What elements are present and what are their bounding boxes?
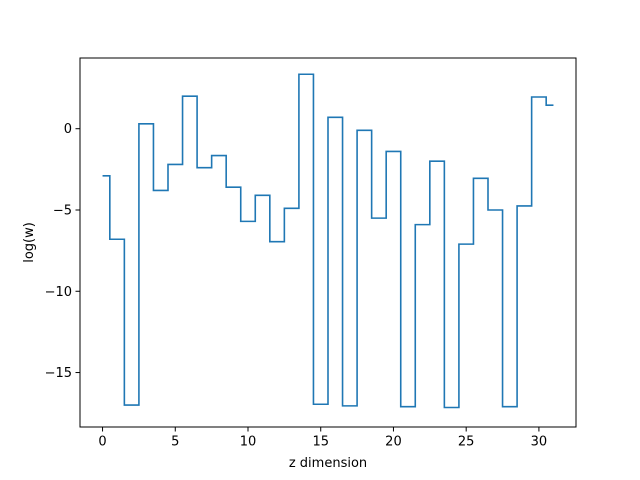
x-tick-label: 15 xyxy=(312,435,329,450)
x-tick-label: 25 xyxy=(458,435,475,450)
x-tick-label: 30 xyxy=(531,435,548,450)
x-tick-label: 10 xyxy=(240,435,257,450)
y-tick-label: −10 xyxy=(45,285,72,300)
y-tick-label: −5 xyxy=(53,203,72,218)
y-axis-label: log(w) xyxy=(22,222,37,263)
series-line-0 xyxy=(102,73,554,409)
axis-ticks: 0 5 10 15 20 25 30 −15 −10 −5 0 xyxy=(45,122,548,449)
plot-area xyxy=(102,73,554,409)
x-tick-label: 0 xyxy=(98,435,106,450)
x-axis-label: z dimension xyxy=(289,456,367,471)
y-tick-label: −15 xyxy=(45,366,72,381)
y-tick-label: 0 xyxy=(64,122,72,137)
x-tick-label: 20 xyxy=(385,435,402,450)
axes-frame xyxy=(79,57,577,428)
x-tick-label: 5 xyxy=(171,435,179,450)
